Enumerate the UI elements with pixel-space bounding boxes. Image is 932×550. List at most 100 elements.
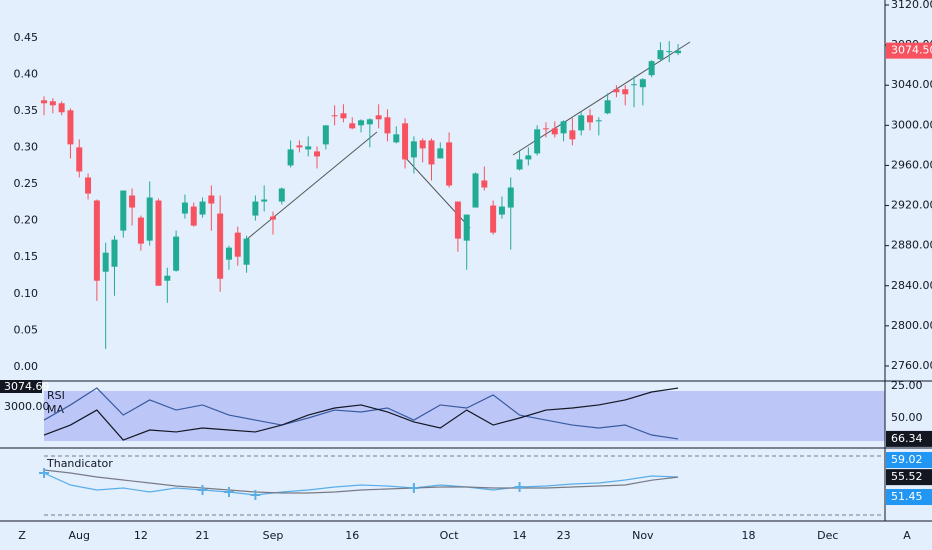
indicator-title: Thandicator bbox=[46, 457, 113, 470]
candle-body bbox=[146, 197, 153, 241]
left-tick-label: 0.20 bbox=[14, 214, 39, 227]
candle-body bbox=[129, 195, 136, 208]
y-tick-label: 3040.00 bbox=[891, 78, 932, 91]
candle-body bbox=[542, 128, 549, 130]
candle-body bbox=[569, 130, 576, 140]
cross-marker bbox=[514, 482, 525, 493]
candle-body bbox=[208, 195, 215, 204]
x-tick-label: 23 bbox=[557, 529, 571, 542]
y-tick-label: 3000.00 bbox=[891, 118, 932, 131]
left-tick-label: 0.00 bbox=[14, 360, 39, 373]
candle-body bbox=[331, 115, 338, 117]
candle-body bbox=[481, 180, 488, 188]
candle-body bbox=[437, 148, 444, 159]
x-tick-label: Sep bbox=[263, 529, 284, 542]
candle-body bbox=[67, 110, 74, 145]
candle-body bbox=[639, 79, 646, 88]
y-tick-label: 2920.00 bbox=[891, 199, 932, 212]
ma-legend: MA bbox=[47, 403, 64, 416]
candle-body bbox=[490, 205, 497, 233]
candle-body bbox=[419, 140, 426, 149]
left-button[interactable]: Z bbox=[18, 529, 26, 542]
value-badge bbox=[886, 469, 932, 486]
cross-marker bbox=[197, 484, 208, 495]
candle-body bbox=[516, 159, 523, 170]
left-tick-label: 0.30 bbox=[14, 141, 39, 154]
indicator-line bbox=[43, 387, 679, 440]
x-tick-label: 16 bbox=[345, 529, 359, 542]
candle-body bbox=[402, 123, 409, 160]
candle-body bbox=[410, 141, 417, 158]
candle-body bbox=[164, 275, 171, 281]
x-tick-label: 21 bbox=[196, 529, 210, 542]
candle-body bbox=[102, 252, 109, 272]
candle-body bbox=[375, 115, 382, 120]
candle-body bbox=[613, 89, 620, 93]
candle-body bbox=[428, 140, 435, 165]
candle-body bbox=[384, 117, 391, 134]
candle-body bbox=[296, 145, 303, 148]
rsi-band bbox=[44, 391, 885, 441]
y-tick-label: 2800.00 bbox=[891, 319, 932, 332]
candle-body bbox=[137, 217, 144, 244]
candle-body bbox=[366, 119, 373, 125]
candle-body bbox=[111, 239, 118, 267]
y-tick-label: 2880.00 bbox=[891, 239, 932, 252]
left-tick-label: 0.40 bbox=[14, 68, 39, 81]
candle-body bbox=[252, 201, 259, 216]
candle-body bbox=[190, 206, 197, 226]
candle-body bbox=[322, 125, 329, 145]
left-tick-label: 0.25 bbox=[14, 177, 39, 190]
x-tick-label: Dec bbox=[817, 529, 838, 542]
y-tick-label: 2760.00 bbox=[891, 359, 932, 372]
left-tick-label: 0.35 bbox=[14, 104, 39, 117]
candle-body bbox=[525, 155, 532, 160]
value-badge bbox=[886, 452, 932, 469]
candle-body bbox=[349, 123, 356, 129]
candle-body bbox=[287, 149, 294, 166]
candle-body bbox=[173, 236, 180, 271]
candle-body bbox=[666, 51, 673, 53]
value-badge-label: 66.34 bbox=[891, 432, 923, 445]
candle-body bbox=[604, 100, 611, 114]
candle-body bbox=[41, 100, 48, 104]
candle-body bbox=[446, 142, 453, 186]
y-tick-label: 3120.00 bbox=[891, 0, 932, 11]
left-tick-label: 0.05 bbox=[14, 323, 39, 336]
candle-body bbox=[181, 202, 188, 214]
candle-body bbox=[340, 113, 347, 119]
candle-body bbox=[85, 177, 92, 194]
y-tick-label: 50.00 bbox=[891, 411, 923, 424]
left-tick-label: 0.10 bbox=[14, 287, 39, 300]
left-tick-label: 0.45 bbox=[14, 31, 39, 44]
y-tick-label: 2840.00 bbox=[891, 279, 932, 292]
candle-body bbox=[507, 187, 514, 208]
candle-body bbox=[551, 128, 558, 135]
candle-body bbox=[578, 115, 585, 131]
rsi-legend: RSI bbox=[47, 389, 65, 402]
candle-body bbox=[587, 115, 593, 123]
candle-body bbox=[269, 216, 276, 220]
value-badge-label: 55.52 bbox=[891, 470, 923, 483]
value-badge bbox=[886, 489, 932, 506]
candle-body bbox=[675, 50, 682, 54]
candle-body bbox=[243, 238, 250, 265]
cross-marker bbox=[223, 486, 234, 497]
candle-body bbox=[234, 232, 241, 257]
right-button[interactable]: A bbox=[903, 529, 911, 542]
candle-body bbox=[305, 146, 312, 150]
value-badge-label: 51.45 bbox=[891, 490, 923, 503]
x-tick-label: 12 bbox=[134, 529, 148, 542]
candle-body bbox=[560, 121, 567, 134]
candle-body bbox=[595, 120, 602, 122]
candle-body bbox=[314, 151, 321, 157]
candle-body bbox=[199, 201, 206, 215]
cross-marker bbox=[39, 468, 50, 479]
candle-body bbox=[58, 103, 65, 113]
y-tick-label: 2960.00 bbox=[891, 158, 932, 171]
trend-arrow bbox=[245, 131, 378, 241]
left-badge-label: 3074.69 bbox=[4, 380, 50, 393]
